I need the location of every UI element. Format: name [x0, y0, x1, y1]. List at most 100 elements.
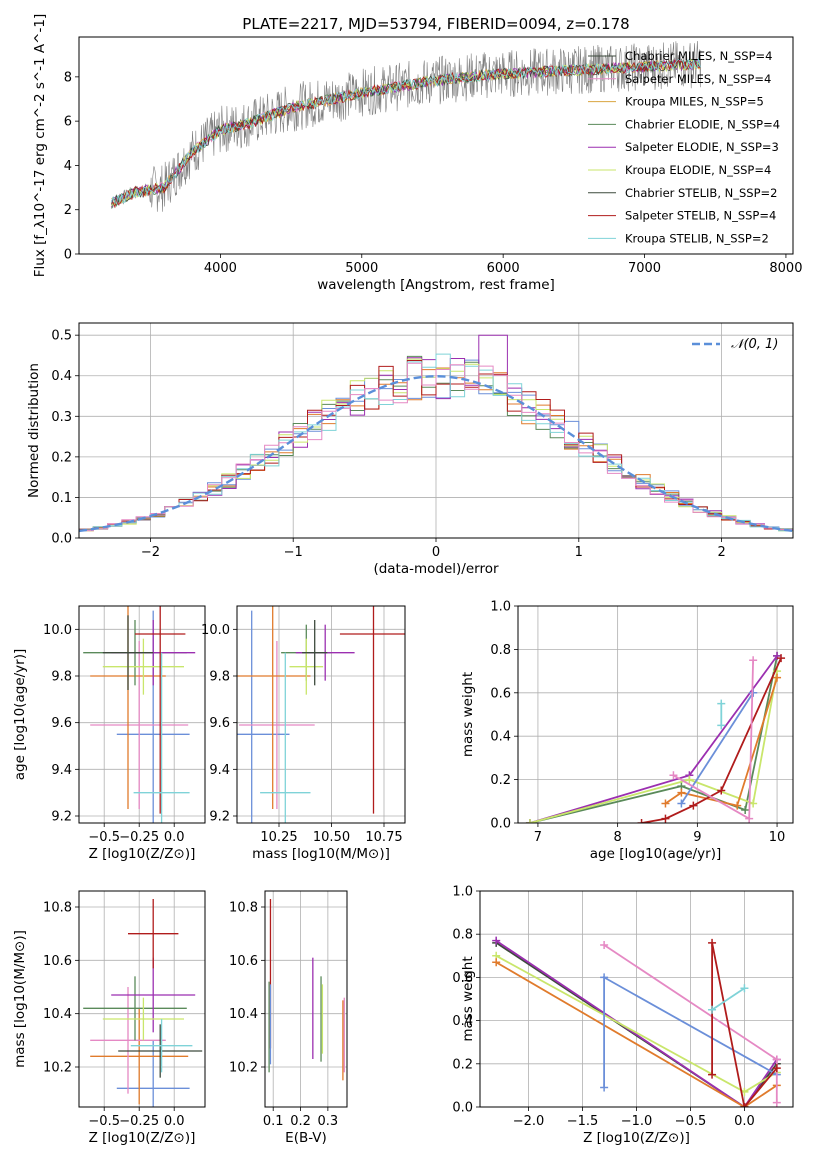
weight-line	[680, 692, 754, 804]
y-tick-label: 6	[64, 115, 72, 130]
x-axis-label: E(B-V)	[285, 1130, 327, 1146]
weight-marker	[772, 1098, 781, 1107]
residuals-plot-area	[79, 334, 793, 533]
weight-marker	[677, 788, 686, 797]
y-tick-label: 10.8	[229, 901, 258, 916]
weight-marker	[772, 1064, 781, 1073]
y-tick-label: 9.4	[51, 763, 72, 778]
y-tick-label: 10.2	[43, 1061, 72, 1076]
y-tick-label: 0.6	[490, 686, 511, 701]
x-tick-label: 10.50	[313, 830, 350, 845]
weight-marker	[740, 984, 749, 993]
weight-line	[711, 987, 745, 1011]
weight-marker	[689, 801, 698, 810]
weight-marker	[637, 819, 646, 823]
x-tick-label: −2	[141, 545, 160, 560]
y-tick-label: 1.0	[490, 600, 511, 615]
x-tick-label: −1.0	[621, 1114, 653, 1129]
axes-frame	[236, 605, 406, 824]
weight-marker	[492, 936, 501, 945]
x-tick-label: 0.2	[290, 1114, 311, 1129]
y-tick-label: 0.3	[51, 410, 72, 425]
legend-entry: Salpeter ELODIE, N_SSP=3	[625, 140, 779, 154]
x-tick-label: 8000	[769, 261, 802, 276]
y-tick-label: 0.4	[490, 730, 511, 745]
mass-vs-ebv-panel: 0.1 0.2 0.3 10.2 10.4 10.6 10.8 E(B-V)	[229, 890, 348, 1146]
x-tick-label: 0.1	[263, 1114, 284, 1129]
y-tick-label: 1.0	[452, 885, 473, 900]
legend-entry: Chabrier MILES, N_SSP=4	[625, 49, 772, 63]
legend-entry: Chabrier ELODIE, N_SSP=4	[625, 117, 780, 131]
weight-line	[495, 961, 778, 1107]
y-tick-label: 0.5	[51, 329, 72, 344]
weight-marker	[749, 799, 758, 808]
axes-frame	[78, 322, 794, 539]
weight-marker	[677, 799, 686, 808]
y-tick-label: 9.2	[209, 810, 230, 825]
y-tick-label: 10.8	[43, 901, 72, 916]
weight-marker	[661, 799, 670, 808]
y-tick-label: 10.0	[201, 623, 230, 638]
gaussian-curve	[79, 374, 793, 533]
x-tick-label: −0.5	[88, 1114, 120, 1129]
spectrum-panel: 4000 5000 6000 7000 8000 0 2 4 6 8 wavelength [Ang…	[32, 14, 802, 293]
x-tick-label: −1	[284, 545, 303, 560]
y-axis-label: Flux [f_λ10^-17 erg cm^-2 s^-1 A^-1]	[32, 14, 48, 277]
x-axis-label: (data-model)/error	[373, 561, 499, 577]
y-tick-label: 10.2	[229, 1061, 258, 1076]
x-tick-label: 5000	[345, 261, 378, 276]
x-tick-label: −2.0	[513, 1114, 545, 1129]
histogram-step	[79, 353, 793, 532]
axes-frame	[479, 890, 794, 1108]
y-axis-label: mass weight	[460, 672, 476, 757]
weight-marker	[525, 819, 534, 823]
axes-frame	[517, 605, 794, 824]
x-tick-label: 9	[693, 830, 701, 845]
weight-line	[664, 677, 778, 807]
x-axis-label: Z [log10(Z/Z⊙)]	[89, 846, 196, 862]
y-tick-label: 9.8	[51, 670, 72, 685]
x-tick-label: 8	[613, 830, 621, 845]
x-tick-label: 0.0	[164, 1114, 185, 1129]
weight-marker	[749, 656, 758, 665]
weight-marker	[600, 973, 609, 982]
y-tick-label: 0	[64, 248, 72, 263]
spectrum-plot-area	[111, 40, 702, 212]
y-tick-label: 0.2	[490, 773, 511, 788]
y-tick-label: 0.0	[51, 532, 72, 547]
legend-entry: Kroupa ELODIE, N_SSP=4	[625, 163, 771, 177]
age-vs-mass-plot-area	[237, 606, 405, 823]
y-tick-label: 2	[64, 203, 72, 218]
y-axis-label: mass weight	[460, 956, 476, 1041]
mass-weight-vs-age-plot-area	[525, 651, 786, 823]
weight-marker	[600, 1083, 609, 1092]
x-tick-label: 0	[432, 545, 440, 560]
y-tick-label: 9.8	[209, 670, 230, 685]
histogram-step	[79, 360, 793, 531]
legend-entry: Salpeter STELIB, N_SSP=4	[625, 209, 776, 223]
age-vs-z-plot-area	[83, 606, 196, 823]
weight-marker	[745, 814, 754, 823]
weight-marker	[740, 1103, 749, 1107]
residuals-panel: −2 −1 0 1 2 0.0 0.1 0.2 0.3 0.4 0.5 (data-model)/er…	[26, 322, 794, 577]
y-tick-label: 0.1	[51, 491, 72, 506]
x-axis-label: age [log10(age/yr)]	[590, 846, 722, 862]
x-axis-label: Z [log10(Z/Z⊙)]	[89, 1130, 196, 1146]
x-tick-label: 2	[717, 545, 725, 560]
chart-layer: 4000 5000 6000 7000 8000 0 2 4 6 8 wavelength [Ang…	[12, 14, 802, 1146]
x-tick-label: −0.5	[88, 830, 120, 845]
y-tick-label: 8	[64, 70, 72, 85]
y-tick-label: 9.6	[209, 716, 230, 731]
axes-frame	[78, 890, 206, 1108]
legend-entry: Kroupa STELIB, N_SSP=2	[625, 231, 769, 245]
y-tick-label: 10.6	[43, 954, 72, 969]
y-tick-label: 9.6	[51, 716, 72, 731]
x-tick-label: −0.5	[675, 1114, 707, 1129]
model-spectrum-line	[111, 58, 701, 204]
y-tick-label: 9.2	[51, 810, 72, 825]
weight-marker	[708, 1070, 717, 1079]
x-axis-label: Z [log10(Z/Z⊙)]	[583, 1130, 690, 1146]
y-tick-label: 9.4	[209, 763, 230, 778]
x-tick-label: −0.25	[119, 830, 159, 845]
